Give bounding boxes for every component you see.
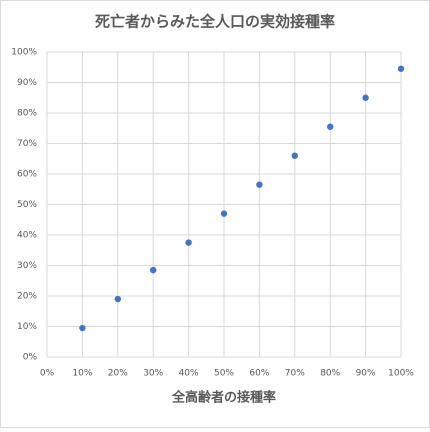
x-tick-label: 40% bbox=[179, 369, 199, 379]
y-tick-label: 100% bbox=[11, 48, 37, 58]
x-axis-label: 全高齢者の接種率 bbox=[171, 390, 276, 406]
x-tick-label: 60% bbox=[249, 369, 269, 379]
point bbox=[291, 152, 298, 159]
x-tick-label: 90% bbox=[356, 369, 376, 379]
point bbox=[397, 65, 405, 72]
x-tick-label: 100% bbox=[388, 369, 414, 379]
x-tick-label: 20% bbox=[108, 369, 128, 379]
y-tick-label: 0% bbox=[23, 353, 38, 363]
x-tick-label: 80% bbox=[320, 369, 340, 379]
point bbox=[150, 266, 157, 274]
y-tick-label: 50% bbox=[17, 200, 37, 210]
x-tick-label: 50% bbox=[214, 369, 234, 379]
point bbox=[79, 324, 86, 332]
chart-title: 死亡者からみた全人口の実効接種率 bbox=[95, 13, 335, 31]
x-tick-label: 70% bbox=[285, 369, 305, 379]
y-tick-label: 60% bbox=[17, 170, 37, 180]
y-tick-label: 40% bbox=[17, 231, 37, 241]
y-tick-label: 90% bbox=[17, 78, 37, 88]
point bbox=[220, 210, 228, 217]
x-tick-label: 30% bbox=[143, 369, 163, 379]
x-tick-label: 10% bbox=[72, 369, 92, 379]
y-tick-label: 80% bbox=[17, 109, 37, 119]
x-tick-label: 0% bbox=[40, 369, 55, 379]
point bbox=[185, 239, 192, 246]
point bbox=[256, 181, 263, 188]
y-tick-label: 10% bbox=[17, 322, 37, 332]
y-tick-label: 30% bbox=[17, 261, 37, 271]
point bbox=[327, 123, 334, 130]
y-tick-label: 20% bbox=[17, 292, 37, 302]
point bbox=[114, 295, 122, 303]
point bbox=[362, 94, 369, 101]
y-tick-label: 70% bbox=[17, 139, 37, 149]
